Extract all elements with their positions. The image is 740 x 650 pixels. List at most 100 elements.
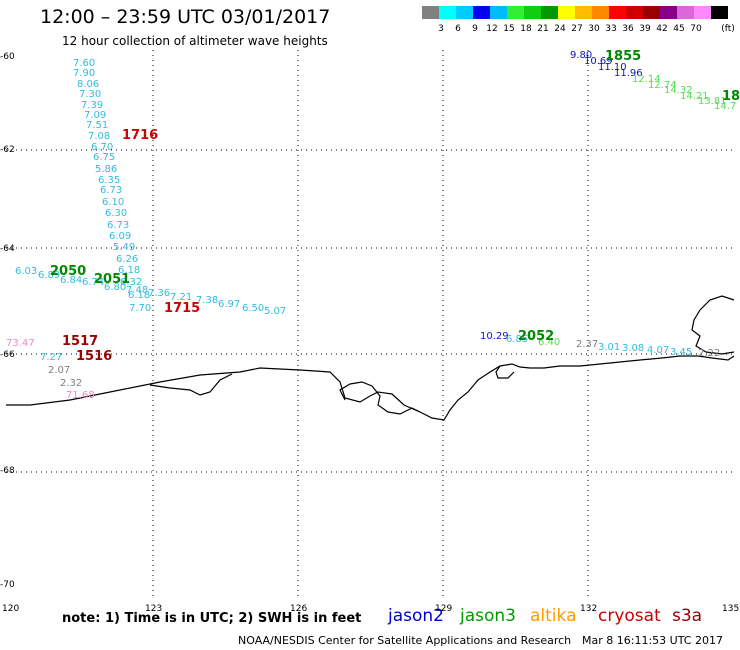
- wave-height-value: 13.81: [698, 96, 727, 107]
- color-swatch: [439, 6, 456, 19]
- wave-height-value: 6.75: [93, 152, 115, 163]
- wave-height-value: 11.10: [598, 62, 627, 73]
- wave-height-value: 12.74: [648, 80, 677, 91]
- wave-height-value: 7.09: [84, 110, 106, 121]
- page-subtitle: 12 hour collection of altimeter wave hei…: [62, 34, 328, 48]
- color-swatch: [473, 6, 490, 19]
- wave-height-value: 7.30: [79, 89, 101, 100]
- color-scale-bar: 3 6 9 12 15 18 21 24 27 30 33 36 39 42 45 70 (ft): [422, 6, 735, 34]
- color-scale-label: 39: [639, 24, 651, 34]
- legend-altika: altika: [530, 606, 577, 626]
- color-swatch: [575, 6, 592, 19]
- wave-height-value: 2.32: [60, 378, 82, 389]
- color-swatch: [694, 6, 711, 19]
- wave-height-value: 5.49: [113, 242, 135, 253]
- wave-height-value: 2.37: [576, 339, 598, 350]
- wave-height-value: 7.36: [148, 288, 170, 299]
- lon-label: 126: [290, 604, 308, 614]
- wave-height-value: 6.97: [218, 299, 240, 310]
- wave-height-value: 14.7: [714, 101, 736, 112]
- wave-height-value: 10.29: [480, 331, 509, 342]
- wave-height-value: 7.48: [126, 285, 148, 296]
- legend-cryosat: cryosat: [598, 606, 661, 626]
- wave-height-value: 4.07: [647, 345, 669, 356]
- map-grid: [6, 50, 734, 600]
- lat-label: -66: [0, 350, 15, 360]
- wave-height-value: 7.39: [81, 100, 103, 111]
- lat-label: -62: [0, 145, 15, 155]
- lon-label: 129: [435, 604, 453, 614]
- legend-jason3: jason3: [460, 606, 516, 626]
- color-swatch: [711, 6, 728, 19]
- color-scale-label: 33: [605, 24, 616, 34]
- color-swatch: [456, 6, 473, 19]
- color-scale-label: 3: [438, 24, 444, 34]
- wave-height-value: 6.85: [506, 334, 528, 345]
- color-swatch: [490, 6, 507, 19]
- wave-height-value: 14.32: [664, 85, 693, 96]
- wave-height-value: 9.80: [570, 50, 592, 61]
- wave-height-value: 6.40: [538, 337, 560, 348]
- pass-time-label: 2051: [94, 272, 130, 287]
- wave-height-value: 7.51: [86, 120, 108, 131]
- color-scale-label: 12: [486, 24, 497, 34]
- wave-height-value: 6.18: [118, 265, 140, 276]
- pass-time-label: 1715: [164, 301, 200, 316]
- color-swatch: [507, 6, 524, 19]
- color-scale-label: 42: [656, 24, 667, 34]
- wave-height-value: 12.14: [632, 74, 661, 85]
- pass-time-label: 1516: [76, 349, 112, 364]
- pass-time-label: 1517: [62, 334, 98, 349]
- color-scale-label: 27: [571, 24, 582, 34]
- wave-height-value: 5.07: [264, 306, 286, 317]
- color-swatch: [609, 6, 626, 19]
- wave-height-value: 6.10: [102, 197, 124, 208]
- footer-note: note: 1) Time is in UTC; 2) SWH is in fe…: [62, 611, 362, 626]
- credit-line: NOAA/NESDIS Center for Satellite Applica…: [238, 634, 572, 647]
- wave-height-value: 7.27: [40, 352, 62, 363]
- color-scale-label: 30: [588, 24, 600, 34]
- wave-height-value: 8.06: [77, 79, 99, 90]
- wave-height-value: 10.69: [584, 56, 613, 67]
- color-swatch: [422, 6, 439, 19]
- color-swatch: [558, 6, 575, 19]
- pass-time-label: 2052: [518, 329, 554, 344]
- color-swatch: [626, 6, 643, 19]
- pass-time-label: 1855: [605, 49, 641, 64]
- wave-height-value: 6.30: [105, 208, 127, 219]
- wave-height-value: 6.73: [100, 185, 122, 196]
- wave-height-value: 6.03: [15, 266, 37, 277]
- wave-height-value: 5.86: [95, 164, 117, 175]
- wave-height-value: 6.50: [242, 303, 264, 314]
- legend-s3a: s3a: [672, 606, 703, 626]
- color-swatch: [541, 6, 558, 19]
- color-scale-unit: (ft): [721, 24, 735, 34]
- wave-height-value: 7.21: [170, 292, 192, 303]
- color-swatch: [660, 6, 677, 19]
- wave-height-value: 6.18: [128, 290, 150, 301]
- lat-label: -68: [0, 466, 15, 476]
- color-scale-label: 24: [554, 24, 566, 34]
- wave-height-value: 3.45: [670, 347, 692, 358]
- wave-height-value: 71.68: [66, 390, 95, 401]
- wave-height-value: 3.08: [622, 343, 644, 354]
- coastline-peninsula-right: [691, 295, 735, 355]
- color-swatch: [524, 6, 541, 19]
- pass-time-label: 185: [722, 89, 740, 104]
- lon-label: 120: [2, 604, 20, 614]
- color-scale-label: 70: [690, 24, 702, 34]
- color-scale-label: 36: [622, 24, 634, 34]
- lon-label: 132: [580, 604, 598, 614]
- wave-height-value: 6.73: [107, 220, 129, 231]
- legend-jason2: jason2: [388, 606, 444, 626]
- wave-height-value: 6.26: [116, 254, 138, 265]
- wave-height-value: 11.96: [614, 68, 643, 79]
- wave-height-value: 6.89: [38, 270, 60, 281]
- color-swatch: [643, 6, 660, 19]
- page-title: 12:00 – 23:59 UTC 03/01/2017: [40, 6, 331, 28]
- color-scale-label: 45: [673, 24, 684, 34]
- lon-label: 135: [722, 604, 740, 614]
- color-scale-label: 15: [503, 24, 514, 34]
